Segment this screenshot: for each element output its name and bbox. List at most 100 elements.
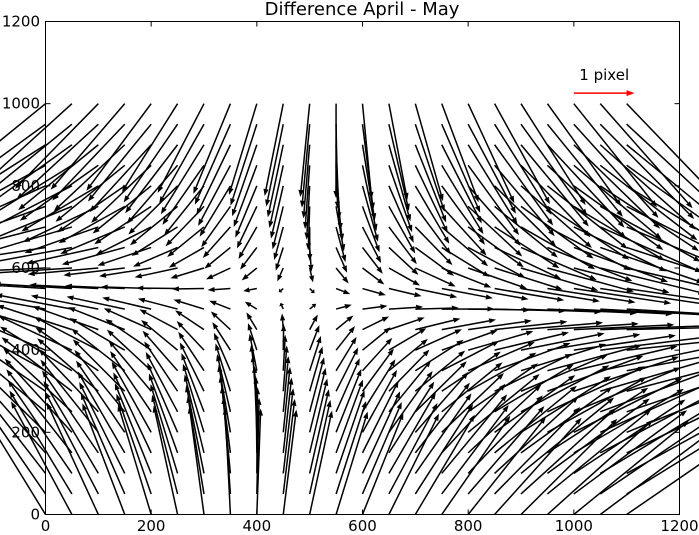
quiver-arrow-shaft [145,323,179,351]
quiver-arrow-shaft [388,185,412,237]
quiver-arrow-shaft [183,359,205,413]
quiver-arrow-shaft [188,402,205,495]
quiver-arrow-shaft [271,185,284,233]
y-tick-label: 400 [11,341,40,359]
quiver-arrow-head [396,401,402,410]
quiver-arrow-head [519,283,527,289]
quiver-arrow-shaft [441,164,481,229]
quiver-arrow-head [285,356,291,364]
quiver-arrow-shaft [441,388,502,454]
quiver-arrow-shaft [573,369,675,413]
quiver-arrow-shaft [84,409,126,515]
quiver-arrow-shaft [93,144,152,208]
quiver-arrow-head [277,274,283,282]
quiver-arrow-shaft [441,366,498,413]
quiver-arrow-shaft [626,164,699,218]
quiver-arrow-shaft [30,226,99,252]
quiver-arrow-head [157,185,164,193]
quiver-arrow-head [273,252,279,261]
x-tick-label: 1000 [555,517,593,535]
quiver-arrow-head [147,362,153,371]
quiver-arrow-shaft [89,103,152,186]
quiver-arrow-shaft [97,185,152,230]
quiver-arrow-shaft [361,418,402,515]
quiver-arrow-shaft [243,247,258,265]
quiver-arrow-head [373,234,379,242]
quiver-arrow-shaft [361,375,395,433]
quiver-arrow-head [479,248,487,256]
y-tick-label: 800 [11,177,40,195]
quiver-arrow-head [468,414,475,423]
quiver-arrow-shaft [520,185,588,244]
quiver-arrow-shaft [520,287,594,301]
quiver-arrow-shaft [414,398,469,474]
quiver-arrow-head [106,329,114,337]
quiver-arrow-head [504,415,511,423]
quiver-arrow-head [438,193,444,202]
quiver-arrow-head [333,190,339,198]
quiver-arrow-shaft [162,123,205,198]
quiver-arrow-head [575,417,582,425]
quiver-arrow-shaft [230,103,258,189]
quiver-arrow-shaft [388,354,426,392]
quiver-arrow-head [94,238,102,245]
quiver-arrow-head [128,227,136,235]
quiver-arrow-head [100,284,108,290]
quiver-arrow-head [411,268,419,275]
quiver-arrow-head [454,329,462,335]
quiver-arrow-shaft [19,103,99,185]
quiver-arrow-head [165,239,173,247]
quiver-arrow-shaft [626,432,699,475]
quiver-arrow-head [103,308,112,314]
quiver-arrow-head [26,259,34,265]
quiver-arrow-head [19,214,27,221]
quiver-arrow-shaft [105,267,152,276]
quiver-arrow-shaft [467,164,516,230]
quiver-arrow-head [24,248,32,253]
quiver-arrow-head [372,223,378,232]
quiver-arrow-shaft [308,353,322,392]
quiver-arrow-head [22,236,31,243]
quiver-arrow-shaft [626,103,699,180]
quiver-arrow-head [691,244,699,251]
quiver-arrow-shaft [215,315,231,331]
quiver-arrow-shaft [335,407,365,495]
quiver-arrow-head [391,369,398,378]
quiver-arrow-head [404,203,410,211]
quiver-arrow-shaft [0,426,47,495]
quiver-arrow-head [209,300,217,306]
quiver-arrow-shaft [388,206,413,248]
quiver-arrow-shaft [414,205,448,250]
quiver-arrow-head [358,379,363,388]
quiver-arrow-shaft [573,103,654,203]
quiver-arrow-shaft [308,406,330,495]
quiver-arrow-head [640,387,649,394]
quiver-arrow-head [125,206,132,214]
quiver-arrow-head [670,345,678,351]
quiver-arrow-head [537,406,545,414]
quiver-arrow-head [246,312,253,320]
quiver-arrow-shaft [0,226,46,240]
quiver-arrow-head [674,378,683,384]
quiver-arrow-shaft [626,205,699,245]
quiver-arrow-head [72,339,80,347]
quiver-arrow-shaft [520,356,602,392]
quiver-arrow-head [337,222,343,231]
quiver-arrow-shaft [130,164,179,220]
quiver-arrow-head [687,212,695,219]
quiver-arrow-shaft [125,103,179,187]
quiver-arrow-head [30,294,39,300]
quiver-arrow-head [248,333,254,342]
quiver-arrow-shaft [573,164,657,236]
quiver-arrow-head [122,184,128,192]
quiver-arrow-shaft [520,144,585,222]
quiver-arrow-shaft [467,388,537,454]
quiver-arrow-shaft [415,287,451,297]
quiver-arrow-shaft [441,410,506,495]
quiver-arrow-shaft [468,320,525,331]
quiver-arrow-head [74,350,81,358]
quiver-arrow-shaft [5,329,73,372]
quiver-arrow-shaft [256,415,262,515]
quiver-arrow-head [458,350,466,358]
quiver-arrow-shaft [494,205,553,254]
